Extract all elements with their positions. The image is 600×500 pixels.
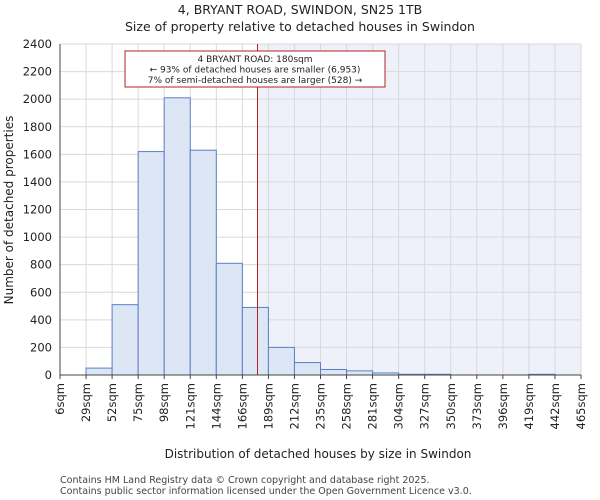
bar-189sqm <box>267 346 295 376</box>
x-tick-label: 52sqm <box>105 383 119 422</box>
x-tick-label: 304sqm <box>392 383 406 429</box>
x-tick-label: 442sqm <box>548 383 562 429</box>
x-tick-label: 419sqm <box>522 383 536 429</box>
annotation-line-3: 7% of semi-detached houses are larger (5… <box>148 76 363 86</box>
bar-121sqm <box>189 149 217 376</box>
x-tick-label: 29sqm <box>79 383 93 422</box>
bar-52sqm <box>111 304 139 376</box>
bar-144sqm <box>215 262 243 376</box>
x-tick-label: 6sqm <box>53 383 67 415</box>
x-tick-label: 350sqm <box>444 383 458 429</box>
bar-75sqm <box>137 151 165 376</box>
x-tick-label: 396sqm <box>496 383 510 429</box>
bar-98sqm <box>163 97 191 376</box>
x-tick-label: 98sqm <box>157 383 171 422</box>
y-tick-label: 400 <box>30 313 52 327</box>
x-tick-label: 235sqm <box>314 383 328 429</box>
x-axis-label: Distribution of detached houses by size … <box>165 447 472 461</box>
annotation-box <box>124 50 386 88</box>
x-tick-label: 144sqm <box>209 383 223 429</box>
footer-line-1: Contains HM Land Registry data © Crown c… <box>60 475 430 486</box>
y-tick-label: 2000 <box>23 92 52 106</box>
y-tick-label: 2200 <box>23 65 52 79</box>
annotation-line-1: 4 BRYANT ROAD: 180sqm <box>198 55 313 65</box>
y-axis-label: Number of detached properties <box>2 116 16 305</box>
x-tick-label: 373sqm <box>470 383 484 429</box>
bar-166sqm <box>241 306 269 376</box>
bar-29sqm <box>85 367 113 376</box>
x-tick-label: 121sqm <box>183 383 197 429</box>
x-tick-label: 327sqm <box>418 383 432 429</box>
y-tick-label: 800 <box>30 258 52 272</box>
chart-title: 4, BRYANT ROAD, SWINDON, SN25 1TB <box>178 2 422 17</box>
y-tick-label: 2400 <box>23 37 52 51</box>
y-tick-label: 1000 <box>23 230 52 244</box>
y-tick-label: 1200 <box>23 203 52 217</box>
bar-212sqm <box>293 362 322 376</box>
x-tick-label: 465sqm <box>574 383 588 429</box>
x-tick-label: 281sqm <box>366 383 380 429</box>
bar-235sqm <box>320 368 348 376</box>
y-tick-label: 0 <box>45 368 52 382</box>
bar-258sqm <box>346 370 374 376</box>
x-tick-label: 212sqm <box>287 383 301 429</box>
annotation-line-2: ← 93% of detached houses are smaller (6,… <box>150 66 361 76</box>
x-tick-label: 75sqm <box>131 383 145 422</box>
y-tick-label: 1800 <box>23 120 52 134</box>
y-tick-label: 600 <box>30 285 52 299</box>
y-tick-label: 1400 <box>23 175 52 189</box>
y-tick-label: 200 <box>30 340 52 354</box>
x-tick-label: 258sqm <box>340 383 354 429</box>
x-tick-label: 166sqm <box>235 383 249 429</box>
x-tick-label: 189sqm <box>261 383 275 429</box>
footer-line-2: Contains public sector information licen… <box>60 486 472 497</box>
chart-subtitle: Size of property relative to detached ho… <box>125 19 475 34</box>
y-tick-label: 1600 <box>23 147 52 161</box>
